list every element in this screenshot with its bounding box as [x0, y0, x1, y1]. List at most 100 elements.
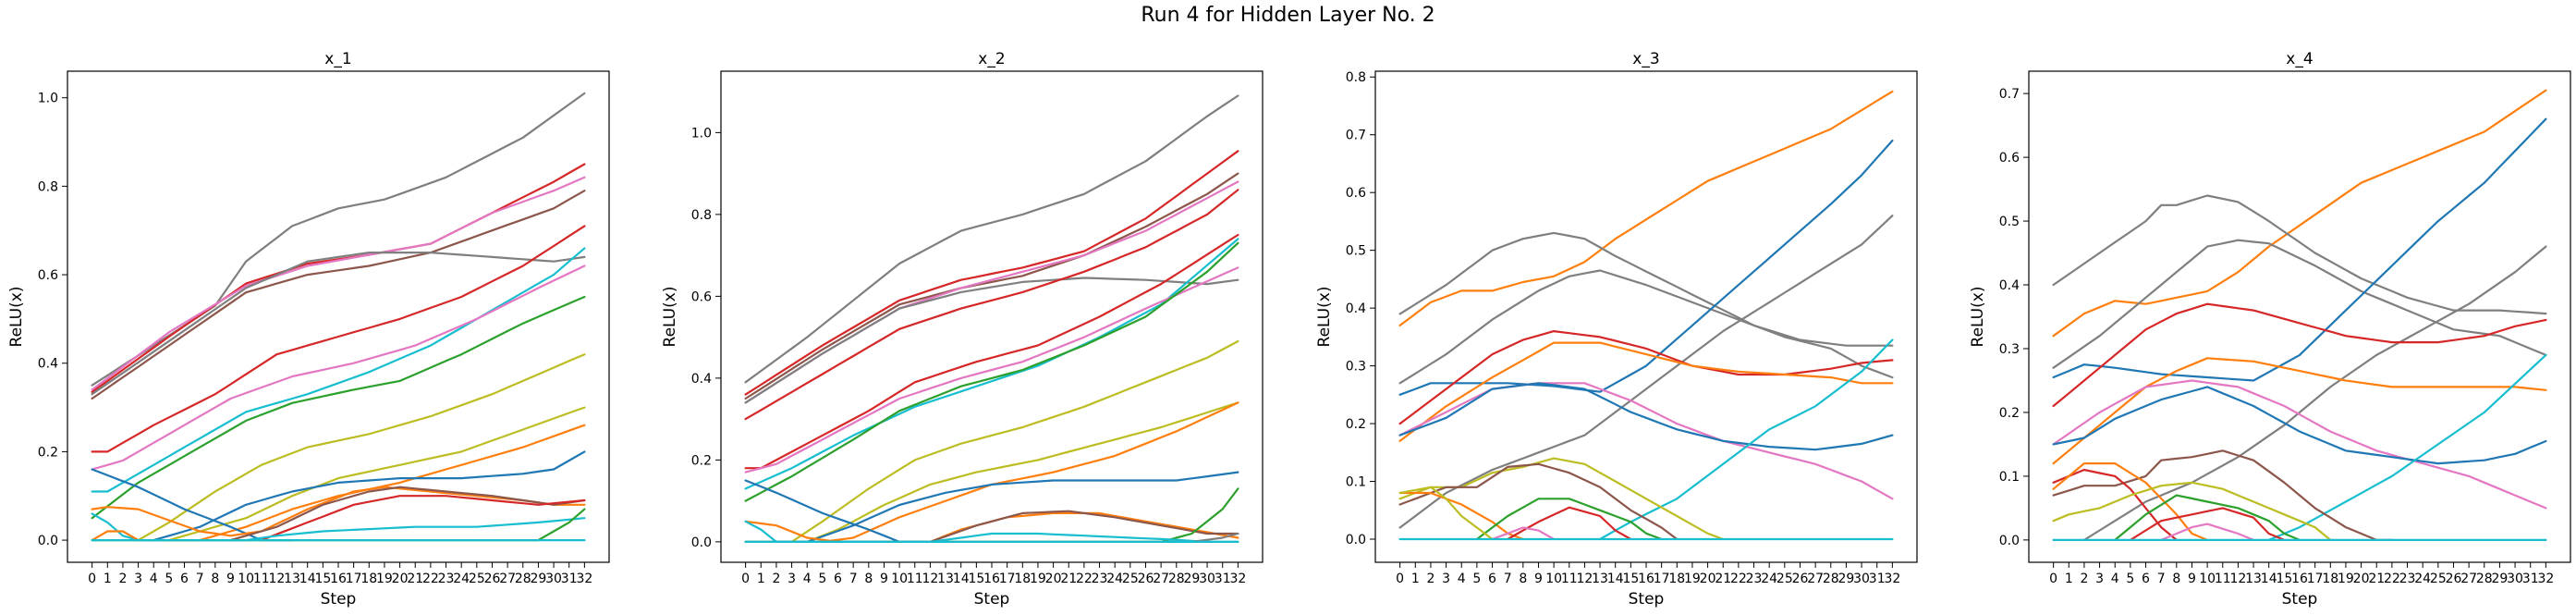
- series-line-6: [91, 247, 586, 493]
- series-line-8: [1398, 382, 1894, 451]
- series-line-16: [1398, 486, 1494, 541]
- plot-area: [2052, 89, 2547, 542]
- x-tick-label: 5: [2126, 572, 2134, 586]
- y-tick-label: 1.0: [691, 126, 712, 141]
- plot-area: [91, 92, 586, 542]
- axes-frame: [67, 70, 610, 563]
- series-line-1: [2052, 194, 2547, 315]
- subplot-title: x_4: [2286, 50, 2313, 68]
- x-tick-label: 18: [2322, 572, 2338, 586]
- y-axis-label: ReLU(x): [7, 287, 26, 348]
- x-tick-label: 29: [1838, 572, 1855, 586]
- y-tick-label: 0.7: [1346, 129, 1366, 143]
- series-line-5: [2052, 302, 2547, 408]
- x-tick-label: 20: [392, 572, 409, 586]
- series-line-7: [91, 264, 586, 471]
- x-tick-label: 17: [346, 572, 362, 586]
- x-tick-label: 5: [165, 572, 173, 586]
- x-tick-label: 31: [1215, 572, 1231, 586]
- series-line-6: [744, 233, 1239, 470]
- subplot-x3: 0.00.10.20.30.40.50.60.70.80 1 2 3 4 5 6 7 8 9 101…: [1315, 50, 1918, 609]
- x-tick-label: 23: [1746, 572, 1763, 586]
- series-line-6: [1398, 341, 1894, 442]
- x-tick-label: 0: [1396, 572, 1404, 586]
- x-tick-label: 14: [1607, 572, 1624, 586]
- x-tick-label: 1: [2065, 572, 2073, 586]
- x-tick-label: 0: [741, 572, 750, 586]
- series-line-5: [1398, 330, 1894, 425]
- x-tick-label: 28: [2476, 572, 2493, 586]
- x-tick-label: 9: [2188, 572, 2196, 586]
- x-tick-label: 9: [226, 572, 235, 586]
- x-tick-label: 17: [1654, 572, 1670, 586]
- series-line-16: [260, 495, 586, 542]
- series-line-1: [744, 150, 1239, 396]
- x-tick-label: 6: [2142, 572, 2150, 586]
- y-tick-label: 0.4: [38, 357, 58, 372]
- x-tick-label: 20: [1045, 572, 1062, 586]
- series-line-7: [2052, 379, 2547, 510]
- y-tick-label: 0.1: [1999, 470, 2020, 485]
- x-tick-label: 11: [253, 572, 270, 586]
- y-axis-label: ReLU(x): [1315, 287, 1334, 348]
- x-tick-label: 8: [2172, 572, 2180, 586]
- y-tick-label: 0.3: [1346, 360, 1366, 375]
- series-line-12: [821, 401, 1239, 544]
- x-axis-label: Step: [2282, 590, 2318, 609]
- x-tick-label: 4: [803, 572, 812, 586]
- x-tick-label: 31: [1869, 572, 1886, 586]
- y-axis-label: ReLU(x): [661, 287, 679, 348]
- x-tick-label: 32: [576, 572, 592, 586]
- series-line-12: [1398, 491, 1524, 541]
- subplot-x4: 0.00.10.20.30.40.50.60.70 1 2 3 4 5 6 7 8 9 101112…: [1969, 50, 2571, 609]
- x-tick-label: 23: [438, 572, 455, 586]
- x-tick-label: 24: [453, 572, 470, 586]
- x-tick-label: 21: [2368, 572, 2385, 586]
- x-tick-label: 20: [2353, 572, 2370, 586]
- x-tick-label: 8: [864, 572, 873, 586]
- x-tick-label: 25: [1122, 572, 1139, 586]
- series-line-9: [2267, 353, 2547, 542]
- x-tick-label: 7: [1504, 572, 1512, 586]
- x-tick-label: 18: [360, 572, 377, 586]
- y-tick-label: 0.5: [1999, 215, 2020, 229]
- x-tick-label: 17: [2307, 572, 2324, 586]
- x-tick-label: 32: [1884, 572, 1900, 586]
- series-line-7: [744, 238, 1239, 490]
- series-line-12: [2052, 462, 2209, 542]
- series-line-11: [1398, 462, 1679, 541]
- y-tick-label: 0.6: [38, 268, 58, 283]
- x-tick-label: 19: [376, 572, 393, 586]
- series-line-19: [91, 530, 140, 542]
- x-tick-label: 16: [983, 572, 1000, 586]
- x-tick-label: 27: [499, 572, 516, 586]
- y-tick-label: 0.0: [38, 534, 58, 548]
- y-tick-label: 0.8: [691, 208, 712, 223]
- x-tick-label: 32: [1229, 572, 1246, 586]
- x-tick-label: 1: [1411, 572, 1420, 586]
- x-tick-label: 20: [1700, 572, 1716, 586]
- x-tick-label: 8: [211, 572, 219, 586]
- x-tick-label: 30: [2507, 572, 2523, 586]
- series-line-1: [91, 163, 586, 393]
- x-tick-label: 26: [484, 572, 501, 586]
- y-axis-label: ReLU(x): [1969, 287, 1987, 348]
- x-tick-label: 6: [1488, 572, 1496, 586]
- series-line-0: [2052, 89, 2547, 338]
- series-line-4: [744, 277, 1239, 404]
- x-tick-label: 18: [1014, 572, 1031, 586]
- y-tick-label: 0.2: [1346, 417, 1366, 432]
- x-tick-label: 4: [150, 572, 158, 586]
- series-line-0: [1398, 90, 1894, 326]
- x-tick-label: 26: [2446, 572, 2462, 586]
- x-tick-label: 21: [1060, 572, 1077, 586]
- x-tick-label: 29: [1184, 572, 1201, 586]
- x-tick-label: 6: [180, 572, 189, 586]
- x-tick-label: 30: [1199, 572, 1215, 586]
- series-line-0: [91, 92, 586, 387]
- x-tick-label: 2: [118, 572, 127, 586]
- x-tick-label: 18: [1668, 572, 1685, 586]
- series-line-8: [91, 295, 586, 520]
- series-line-2: [1398, 269, 1894, 385]
- y-tick-label: 0.0: [1346, 533, 1366, 547]
